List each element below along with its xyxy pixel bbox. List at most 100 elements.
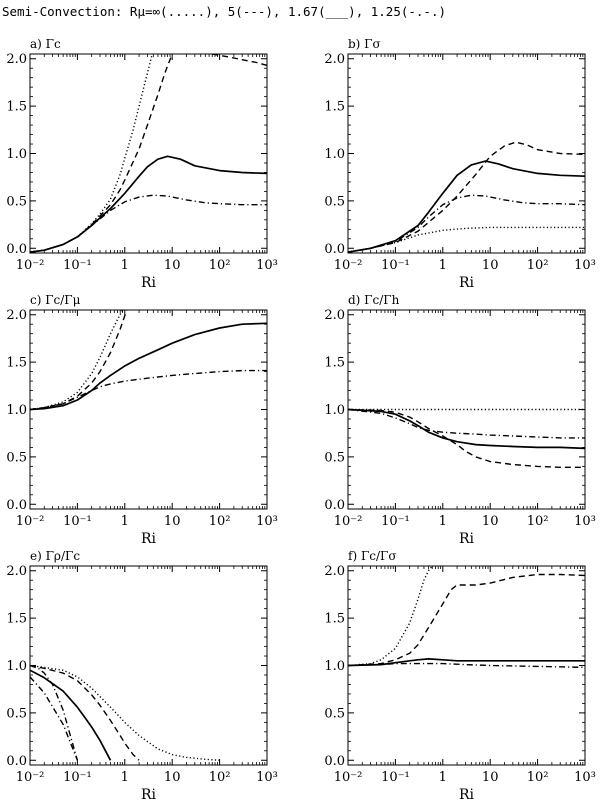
y-tick-label: 1.0: [324, 147, 345, 162]
x-tick-label: 10: [164, 770, 181, 785]
series-line-2: [348, 408, 585, 468]
y-tick-label: 2.0: [6, 564, 27, 579]
y-tick-label: 0.0: [324, 498, 345, 513]
series-line-3: [30, 322, 267, 411]
x-tick-label: 1: [439, 770, 447, 785]
y-tick-label: 0.0: [324, 754, 345, 769]
series-line-4: [30, 369, 267, 411]
y-tick-label: 0.0: [6, 242, 27, 257]
x-tick-label: 10²: [527, 514, 549, 529]
series-line-5: [212, 54, 267, 67]
plot-frame: [29, 53, 268, 254]
series-line-2: [348, 573, 585, 667]
x-tick-label: 10⁻¹: [63, 514, 92, 529]
y-tick-label: 2.0: [324, 308, 345, 323]
series-line-4: [348, 662, 585, 669]
y-tick-label: 1.0: [6, 659, 27, 674]
x-axis-label: Ri: [141, 275, 157, 291]
y-tick-label: 0.0: [324, 242, 345, 257]
x-tick-label: 10⁻¹: [63, 770, 92, 785]
series-line-3: [30, 669, 112, 761]
x-tick-label: 10²: [527, 258, 549, 273]
series-line-3: [30, 155, 267, 253]
x-axis-label: Ri: [459, 275, 475, 291]
chart-panel-4: 0.0 0.5 1.0 1.5 2.0 10⁻² 10⁻¹ 1 10 10² 10³ Ri d) Γc/…: [324, 293, 596, 547]
y-tick-label: 0.5: [324, 194, 345, 209]
chart-panel-1: 0.0 0.5 1.0 1.5 2.0 10⁻² 10⁻¹ 1 10 10² 10³ Ri a) Γc: [6, 37, 278, 291]
y-tick-label: 2.0: [324, 52, 345, 67]
x-tick-label: 10: [164, 258, 181, 273]
x-tick-label: 10⁻¹: [63, 258, 92, 273]
y-tick-label: 2.0: [6, 308, 27, 323]
panel-label: a) Γc: [30, 37, 61, 51]
series-line-5: [30, 676, 79, 761]
series-line-4: [30, 194, 267, 253]
x-tick-label: 10: [482, 514, 499, 529]
y-tick-label: 0.5: [324, 450, 345, 465]
chart-panel-6: 0.0 0.5 1.0 1.5 2.0 10⁻² 10⁻¹ 1 10 10² 10³ Ri f) Γc/…: [324, 549, 596, 803]
x-tick-label: 10: [482, 770, 499, 785]
y-tick-label: 2.0: [6, 52, 27, 67]
y-tick-label: 0.5: [6, 450, 27, 465]
x-axis-label: Ri: [459, 531, 475, 547]
plot-frame: [29, 309, 268, 510]
series-line-3: [348, 408, 585, 450]
x-tick-label: 10³: [256, 770, 278, 785]
x-tick-label: 10²: [527, 770, 549, 785]
panel-label: c) Γc/Γμ: [30, 293, 81, 307]
y-tick-label: 1.0: [324, 403, 345, 418]
y-tick-label: 0.5: [324, 706, 345, 721]
series-line-2: [30, 310, 128, 411]
y-tick-label: 1.0: [324, 659, 345, 674]
y-tick-label: 0.0: [6, 498, 27, 513]
y-tick-label: 0.0: [6, 754, 27, 769]
x-tick-label: 10: [482, 258, 499, 273]
series-line-2: [348, 141, 585, 253]
x-tick-label: 1: [439, 514, 447, 529]
series-line-1: [30, 664, 220, 761]
x-axis-label: Ri: [141, 787, 157, 803]
x-tick-label: 10⁻²: [16, 770, 45, 785]
x-tick-label: 10⁻²: [334, 258, 363, 273]
x-tick-label: 10⁻²: [16, 514, 45, 529]
y-tick-label: 1.0: [6, 147, 27, 162]
figure-title: Semi-Convection: Rμ=∞(.....), 5(---), 1.…: [2, 4, 447, 19]
x-tick-label: 10⁻²: [334, 770, 363, 785]
chart-panel-3: 0.0 0.5 1.0 1.5 2.0 10⁻² 10⁻¹ 1 10 10² 10³ Ri c) Γc/…: [6, 293, 278, 547]
y-tick-label: 1.5: [6, 612, 27, 627]
x-tick-label: 10²: [209, 514, 231, 529]
x-tick-label: 1: [121, 258, 129, 273]
y-tick-label: 0.5: [6, 706, 27, 721]
chart-panel-2: 0.0 0.5 1.0 1.5 2.0 10⁻² 10⁻¹ 1 10 10² 10³ Ri b) Γσ: [324, 37, 596, 291]
y-tick-label: 1.5: [6, 100, 27, 115]
y-tick-label: 1.5: [324, 100, 345, 115]
x-tick-label: 10²: [209, 258, 231, 273]
series-line-1: [30, 54, 153, 253]
series-line-1: [30, 310, 124, 411]
y-tick-label: 1.5: [324, 356, 345, 371]
series-line-2: [30, 664, 140, 761]
panel-label: d) Γc/Γh: [348, 293, 400, 307]
plot-frame: [347, 565, 586, 766]
x-tick-label: 1: [121, 514, 129, 529]
panel-label: f) Γc/Γσ: [348, 549, 397, 563]
series-line-1: [348, 226, 585, 253]
x-tick-label: 10⁻¹: [381, 770, 410, 785]
plot-frame: [347, 53, 586, 254]
x-tick-label: 10⁻²: [16, 258, 45, 273]
x-tick-label: 10⁻²: [334, 514, 363, 529]
x-tick-label: 10²: [209, 770, 231, 785]
x-tick-label: 10³: [256, 258, 278, 273]
panel-label: e) Γρ/Γc: [30, 549, 80, 563]
x-axis-label: Ri: [141, 531, 157, 547]
panel-label: b) Γσ: [348, 37, 381, 51]
series-line-4: [30, 664, 79, 761]
series-line-4: [348, 194, 585, 253]
series-line-2: [30, 54, 173, 253]
y-tick-label: 2.0: [324, 564, 345, 579]
x-tick-label: 10³: [574, 258, 596, 273]
series-line-3: [348, 658, 585, 667]
plot-frame: [29, 565, 268, 766]
x-tick-label: 10³: [256, 514, 278, 529]
